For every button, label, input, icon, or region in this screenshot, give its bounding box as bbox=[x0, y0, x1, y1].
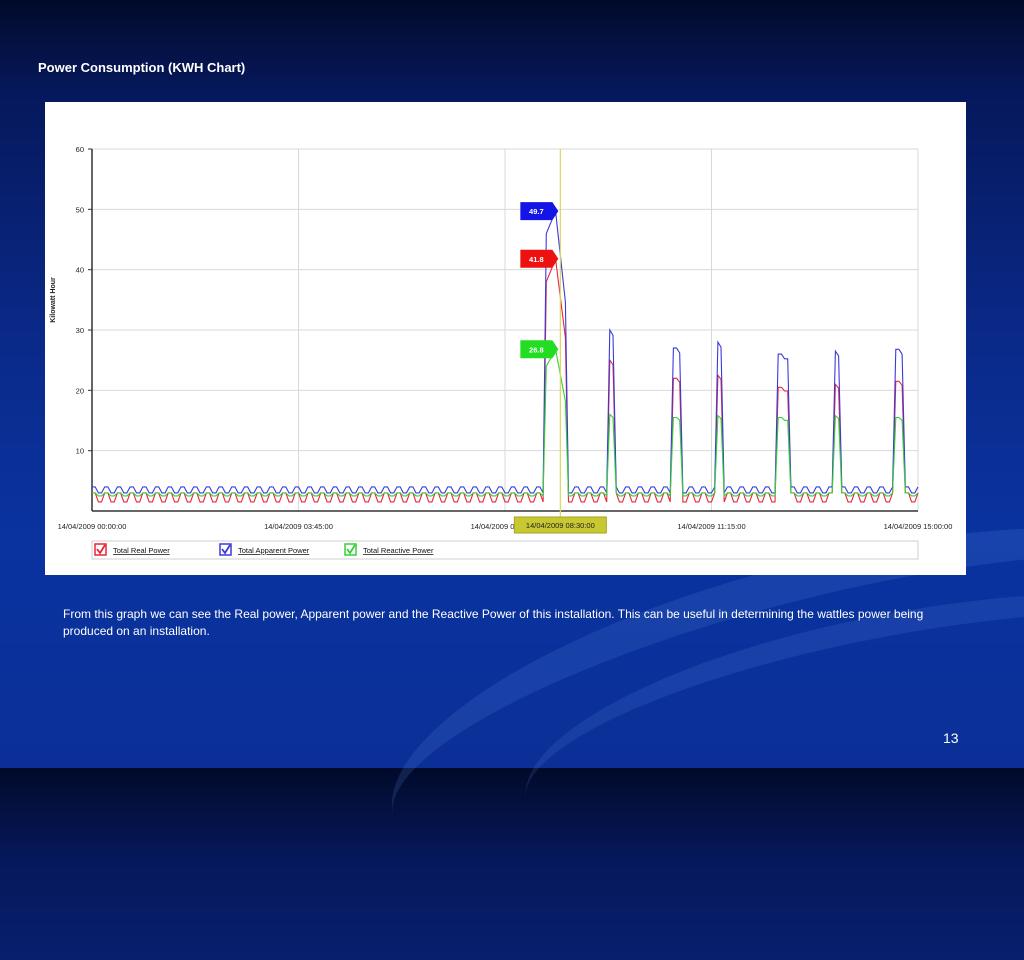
slide-caption: From this graph we can see the Real powe… bbox=[63, 607, 924, 638]
callout-badge bbox=[520, 202, 559, 221]
callout-badge bbox=[520, 340, 559, 359]
series-line-total-reactive-power bbox=[92, 349, 919, 498]
time-cursor: 14/04/2009 08:30:00 bbox=[513, 149, 607, 534]
callout-value: 49.7 bbox=[529, 207, 544, 216]
chart-grid bbox=[92, 148, 919, 511]
legend-box bbox=[91, 540, 919, 560]
series-lines bbox=[92, 211, 919, 503]
y-tick-labels: 10 20 30 40 50 60 bbox=[76, 145, 92, 456]
legend-checkbox bbox=[344, 543, 357, 556]
x-tick-label: 14/04/2009 07:30:00 bbox=[471, 522, 540, 531]
legend-label: Total Real Power bbox=[113, 546, 170, 555]
y-tick-label: 40 bbox=[76, 266, 84, 275]
y-tick-label: 50 bbox=[76, 205, 84, 214]
callout-value: 41.8 bbox=[529, 255, 544, 264]
legend-label: Total Apparent Power bbox=[238, 546, 310, 555]
legend-checkbox bbox=[94, 543, 107, 556]
x-tick-label: 14/04/2009 11:15:00 bbox=[677, 522, 745, 531]
y-tick-label: 20 bbox=[76, 386, 84, 395]
x-tick-label: 14/04/2009 03:45:00 bbox=[264, 522, 333, 531]
y-axis-label: Kilowatt Hour bbox=[50, 277, 57, 323]
callout-badge bbox=[520, 249, 559, 268]
x-tick-labels: 14/04/2009 00:00:00 14/04/2009 03:45:00 14… bbox=[58, 522, 953, 531]
value-callouts: 49.7 41.8 26.8 bbox=[520, 202, 559, 359]
cursor-label-box bbox=[513, 516, 607, 534]
checkmark-icon bbox=[96, 544, 106, 555]
y-tick-label: 10 bbox=[76, 447, 84, 456]
checkmark-icon bbox=[221, 544, 231, 555]
chart-panel: 10 20 30 40 50 60 14/04/2009 00:00:00 14/04/20… bbox=[45, 102, 966, 575]
page-number: 13 bbox=[943, 730, 959, 746]
y-tick-label: 30 bbox=[76, 326, 84, 335]
callout-value: 26.8 bbox=[529, 345, 544, 354]
legend-checkbox bbox=[219, 543, 232, 556]
series-line-total-apparent-power bbox=[92, 211, 919, 496]
checkmark-icon bbox=[346, 544, 356, 555]
chart-legend: Total Real Power Total Apparent Power Tota… bbox=[91, 540, 919, 560]
legend-label: Total Reactive Power bbox=[363, 546, 434, 555]
x-tick-label: 14/04/2009 15:00:00 bbox=[884, 522, 953, 531]
x-tick-label: 14/04/2009 00:00:00 bbox=[58, 522, 127, 531]
slide-title: Power Consumption (KWH Chart) bbox=[38, 60, 246, 75]
series-line-total-real-power bbox=[92, 258, 919, 503]
cursor-label: 14/04/2009 08:30:00 bbox=[526, 521, 595, 530]
y-tick-label: 60 bbox=[76, 145, 84, 154]
